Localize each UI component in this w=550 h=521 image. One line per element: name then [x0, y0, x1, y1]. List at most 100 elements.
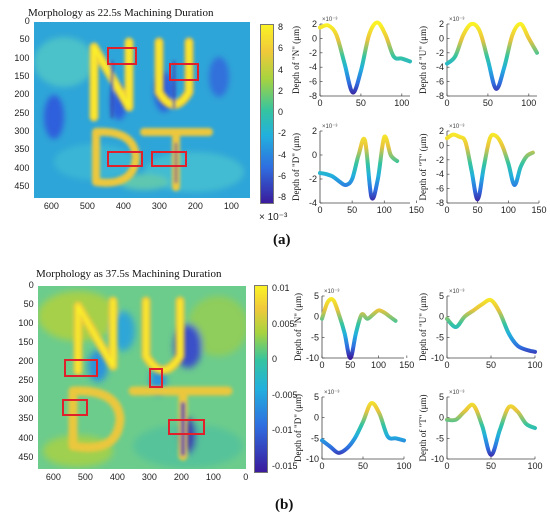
plot-multiplier: ×10⁻³	[449, 17, 464, 23]
plot-y-label: Depth of "U" (μm)	[418, 26, 428, 94]
depth-profile-curve	[445, 132, 535, 202]
plot-x-tick: 50	[347, 205, 357, 215]
map-x-tick: 600	[43, 201, 59, 211]
plot-y-tick: -2	[436, 155, 444, 165]
plot-x-tick: 50	[345, 360, 355, 370]
plot-multiplier: ×10⁻³	[449, 390, 464, 396]
plot-multiplier: ×10⁻³	[449, 289, 464, 295]
plot-y-tick: -2	[309, 48, 317, 58]
plot-y-tick: -4	[436, 62, 444, 72]
highlight-box	[107, 47, 137, 65]
map-x-tick: 0	[243, 472, 249, 482]
plot-y-tick: 5	[314, 291, 319, 301]
plot-x-tick: 0	[444, 205, 449, 215]
plot-x-tick: 0	[319, 461, 324, 471]
plot-x-tick: 50	[486, 461, 496, 471]
plot-x-tick: 0	[317, 205, 322, 215]
map-x-tick: 300	[151, 201, 167, 211]
plot-y-tick: -10	[306, 454, 319, 464]
map-y-tick: 300	[14, 126, 30, 136]
plot-x-tick: 0	[317, 98, 322, 108]
plot-x-tick: 50	[483, 98, 493, 108]
plot-x-tick: 100	[501, 205, 516, 215]
plot-x-tick: 50	[473, 205, 483, 215]
plot-y-label: Depth of "N" (μm)	[291, 26, 301, 94]
plot-y-tick: 0	[312, 150, 317, 160]
map-y-tick: 100	[18, 318, 34, 329]
colorbar-a-multiplier: × 10⁻³	[259, 212, 288, 223]
plot-y-tick: 0	[439, 33, 444, 43]
plot-y-tick: -4	[309, 198, 317, 208]
plot-multiplier: ×10⁻³	[324, 289, 339, 295]
colorbar-tick: 8	[278, 22, 284, 32]
plot-y-tick: 0	[439, 140, 444, 150]
plot-y-tick: -10	[431, 353, 444, 363]
map-y-tick: 400	[14, 162, 30, 173]
map-y-tick: 50	[19, 34, 30, 45]
plot-multiplier: ×10⁻³	[322, 17, 337, 23]
map-x-tick: 200	[187, 201, 203, 211]
map-y-tick: 250	[18, 375, 34, 386]
map-y-tick: 300	[18, 394, 34, 405]
map-y-tick: 250	[14, 107, 30, 118]
plot-y-tick: 5	[439, 291, 444, 301]
map-y-tick: 350	[14, 144, 30, 155]
plot-y-label: Depth of "T" (μm)	[418, 134, 428, 201]
plot-x-tick: 50	[356, 98, 366, 108]
map-y-tick: 50	[23, 299, 34, 310]
colorbar-a	[260, 24, 274, 204]
plot-y-tick: -2	[309, 174, 317, 184]
plot-x-tick: 150	[399, 360, 414, 370]
plot-y-tick: -6	[436, 184, 444, 194]
plot-y-tick: -4	[309, 62, 317, 72]
plot-x-tick: 0	[444, 360, 449, 370]
plot-y-label: Depth of "U" (μm)	[418, 293, 428, 361]
plot-x-tick: 100	[396, 461, 411, 471]
map-y-tick: 150	[18, 337, 34, 348]
plot-y-tick: -10	[431, 454, 444, 464]
map-a-title: Morphology as 22.5s Machining Duration	[28, 7, 214, 19]
depth-profile-curve	[320, 297, 398, 360]
plot-x-tick: 0	[444, 461, 449, 471]
map-y-tick: 350	[18, 413, 34, 424]
colorbar-tick: 0.005	[272, 318, 295, 329]
plot-y-tick: 5	[314, 392, 319, 402]
plot-y-label: Depth of "D" (μm)	[293, 394, 303, 462]
map-y-tick: 450	[18, 451, 34, 462]
map-x-tick: 600	[45, 472, 61, 482]
plot-y-tick: 0	[439, 312, 444, 322]
plot-x-tick: 50	[486, 360, 496, 370]
map-x-tick: 100	[223, 201, 239, 211]
plot-y-tick: 0	[439, 413, 444, 423]
colorbar-tick: -8	[278, 192, 287, 202]
depth-profile-curve	[318, 134, 400, 201]
plot-y-tick: 0	[314, 413, 319, 423]
plot-y-tick: 2	[439, 126, 444, 136]
highlight-box	[151, 151, 187, 167]
plot-multiplier: ×10⁻³	[322, 124, 337, 130]
plot-x-tick: 100	[521, 98, 536, 108]
plot-y-tick: -5	[311, 332, 319, 342]
plot-y-tick: 2	[439, 19, 444, 29]
plot-y-tick: -6	[436, 77, 444, 87]
map-x-tick: 400	[115, 201, 131, 211]
map-y-tick: 100	[14, 52, 30, 63]
map-y-tick: 200	[14, 89, 30, 100]
plot-x-tick: 100	[527, 461, 542, 471]
colorbar-tick: -0.01	[272, 425, 293, 436]
plot-y-tick: -10	[306, 353, 319, 363]
highlight-box	[64, 359, 98, 377]
colorbar-tick: -0.015	[272, 461, 298, 471]
plot-x-tick: 150	[409, 205, 424, 215]
plot-x-tick: 150	[531, 205, 546, 215]
highlight-box	[168, 419, 205, 435]
map-x-tick: 500	[79, 201, 95, 211]
plot-y-tick: 0	[314, 312, 319, 322]
plot-y-tick: -8	[436, 198, 444, 208]
colorbar-tick: 4	[278, 64, 284, 75]
plot-y-tick: -4	[436, 169, 444, 179]
map-y-tick: 0	[28, 280, 34, 290]
plot-x-tick: 100	[394, 98, 409, 108]
plot-y-tick: -5	[436, 332, 444, 342]
highlight-box	[149, 368, 163, 388]
